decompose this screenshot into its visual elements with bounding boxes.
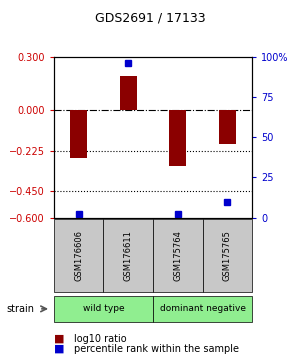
Text: percentile rank within the sample: percentile rank within the sample bbox=[74, 344, 238, 354]
Text: GSM175765: GSM175765 bbox=[223, 230, 232, 281]
Bar bbox=[120, 76, 137, 110]
Text: ■: ■ bbox=[54, 344, 64, 354]
Text: ■: ■ bbox=[54, 334, 64, 344]
Text: GSM176611: GSM176611 bbox=[124, 230, 133, 281]
Text: GSM176606: GSM176606 bbox=[74, 230, 83, 281]
Text: log10 ratio: log10 ratio bbox=[74, 334, 126, 344]
Text: dominant negative: dominant negative bbox=[160, 304, 245, 313]
Text: wild type: wild type bbox=[83, 304, 124, 313]
Text: strain: strain bbox=[6, 304, 34, 314]
Text: GDS2691 / 17133: GDS2691 / 17133 bbox=[95, 11, 205, 24]
Text: GSM175764: GSM175764 bbox=[173, 230, 182, 281]
Bar bbox=[219, 110, 236, 144]
Bar bbox=[169, 110, 186, 166]
Bar bbox=[70, 110, 87, 158]
